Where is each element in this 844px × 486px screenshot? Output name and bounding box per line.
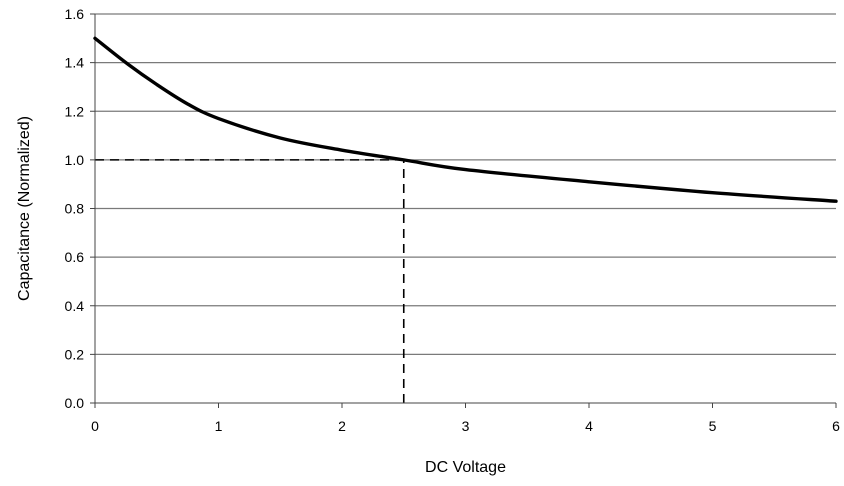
x-tick-label-3: 3 [462, 418, 470, 434]
y-tick-label-7: 1.4 [65, 55, 85, 71]
series-layer [93, 36, 838, 203]
x-tick-label-1: 1 [215, 418, 223, 434]
y-tick-label-8: 1.6 [65, 6, 85, 22]
y-tick-label-5: 1.0 [65, 152, 85, 168]
x-axis-title: DC Voltage [425, 459, 506, 476]
x-tick-label-0: 0 [91, 418, 99, 434]
y-tick-label-1: 0.2 [65, 346, 85, 362]
tick-labels: 0.0 0.2 0.4 0.6 0.8 1.0 1.2 1.4 1.6 0 1 2 3 4 5 6 [65, 6, 841, 434]
y-tick-label-0: 0.0 [65, 395, 85, 411]
y-tick-label-6: 1.2 [65, 103, 85, 119]
x-tick-label-4: 4 [585, 418, 593, 434]
axes [90, 13, 837, 408]
y-tick-label-4: 0.8 [65, 201, 85, 217]
x-tick-label-2: 2 [338, 418, 346, 434]
x-tick-label-6: 6 [832, 418, 840, 434]
reference-lines [95, 159, 405, 403]
y-axis-title: Capacitance (Normalized) [16, 116, 33, 301]
y-tick-label-3: 0.6 [65, 249, 85, 265]
x-tick-label-5: 5 [709, 418, 717, 434]
grid-lines [95, 13, 836, 355]
series-line-0 [93, 36, 838, 203]
y-tick-label-2: 0.4 [65, 298, 85, 314]
